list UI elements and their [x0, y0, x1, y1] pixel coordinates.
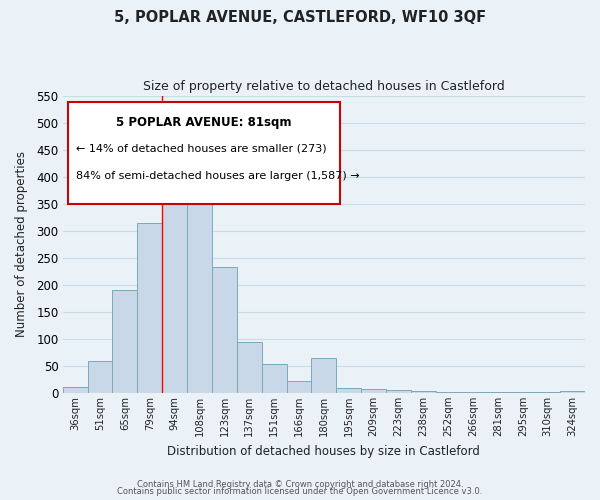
Bar [535, 392, 560, 393]
Text: Contains HM Land Registry data © Crown copyright and database right 2024.: Contains HM Land Registry data © Crown c… [137, 480, 463, 489]
Bar [237, 342, 262, 393]
Bar [436, 392, 461, 393]
Y-axis label: Number of detached properties: Number of detached properties [15, 152, 28, 338]
Bar [262, 364, 287, 393]
FancyBboxPatch shape [68, 102, 340, 204]
Bar [461, 392, 485, 393]
Bar [560, 392, 585, 393]
Bar [337, 388, 361, 393]
Text: 5, POPLAR AVENUE, CASTLEFORD, WF10 3QF: 5, POPLAR AVENUE, CASTLEFORD, WF10 3QF [114, 10, 486, 25]
Bar [162, 172, 187, 393]
Title: Size of property relative to detached houses in Castleford: Size of property relative to detached ho… [143, 80, 505, 93]
Bar [112, 290, 137, 393]
Bar [137, 222, 162, 393]
Text: 84% of semi-detached houses are larger (1,587) →: 84% of semi-detached houses are larger (… [76, 172, 359, 181]
Bar [511, 392, 535, 393]
Bar [212, 267, 237, 393]
Text: 5 POPLAR AVENUE: 81sqm: 5 POPLAR AVENUE: 81sqm [116, 116, 292, 130]
Bar [187, 160, 212, 393]
Bar [311, 358, 337, 393]
Bar [88, 360, 112, 393]
Bar [411, 392, 436, 393]
Bar [386, 390, 411, 393]
X-axis label: Distribution of detached houses by size in Castleford: Distribution of detached houses by size … [167, 444, 481, 458]
Bar [485, 392, 511, 393]
Text: Contains public sector information licensed under the Open Government Licence v3: Contains public sector information licen… [118, 487, 482, 496]
Bar [287, 381, 311, 393]
Text: ← 14% of detached houses are smaller (273): ← 14% of detached houses are smaller (27… [76, 143, 326, 153]
Bar [63, 386, 88, 393]
Bar [361, 388, 386, 393]
